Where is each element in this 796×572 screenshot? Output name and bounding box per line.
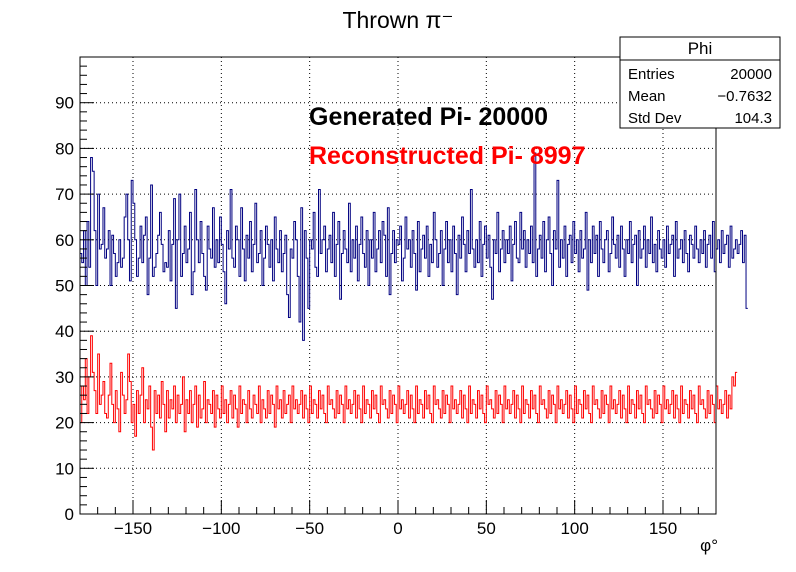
x-tick-label: −150 bbox=[114, 519, 152, 538]
x-tick-label: −50 bbox=[295, 519, 324, 538]
chart-title: Thrown π⁻ bbox=[342, 7, 453, 33]
y-tick-label: 80 bbox=[55, 139, 74, 158]
stats-entries-value: 20000 bbox=[730, 66, 772, 83]
stats-box: Phi Entries 20000 Mean −0.7632 Std Dev 1… bbox=[619, 36, 781, 129]
stats-mean-value: −0.7632 bbox=[717, 88, 772, 105]
x-tick-label: −100 bbox=[202, 519, 240, 538]
y-tick-label: 60 bbox=[55, 231, 74, 250]
series-line-1 bbox=[80, 335, 738, 451]
x-axis: −150 −100 −50 0 50 100 150 bbox=[79, 500, 717, 538]
stats-stddev-value: 104.3 bbox=[734, 110, 772, 127]
y-tick-label: 70 bbox=[55, 185, 74, 204]
y-tick-label: 90 bbox=[55, 94, 74, 113]
annotation-generated: Generated Pi- 20000 bbox=[309, 103, 548, 131]
x-tick-label: 100 bbox=[560, 519, 588, 538]
y-tick-label: 10 bbox=[55, 459, 74, 478]
stats-stddev-label: Std Dev bbox=[628, 110, 682, 127]
y-tick-label: 20 bbox=[55, 414, 74, 433]
stats-mean-label: Mean bbox=[628, 88, 666, 105]
y-tick-label: 50 bbox=[55, 277, 74, 296]
y-tick-label: 0 bbox=[65, 505, 74, 524]
annotation-reconstructed: Reconstructed Pi- 8997 bbox=[309, 142, 586, 170]
histogram-series bbox=[80, 152, 748, 451]
x-axis-label: φ° bbox=[700, 536, 718, 555]
stats-box-title: Phi bbox=[688, 39, 713, 58]
y-tick-label: 40 bbox=[55, 322, 74, 341]
series-line-0 bbox=[80, 152, 748, 341]
x-tick-label: 0 bbox=[393, 519, 402, 538]
y-tick-label: 30 bbox=[55, 368, 74, 387]
stats-entries-label: Entries bbox=[628, 66, 675, 83]
x-tick-label: 50 bbox=[477, 519, 496, 538]
y-axis: 0 10 20 30 40 50 60 70 80 90 bbox=[55, 56, 94, 524]
x-tick-label: 150 bbox=[649, 519, 677, 538]
